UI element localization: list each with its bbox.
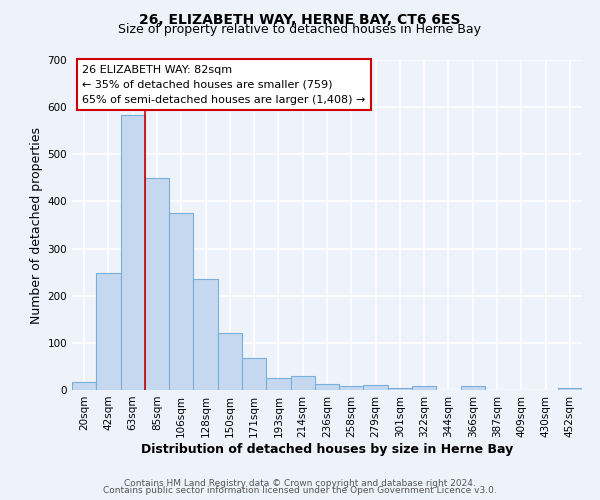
Text: Contains HM Land Registry data © Crown copyright and database right 2024.: Contains HM Land Registry data © Crown c… [124,478,476,488]
Bar [145,178,169,390]
Bar [218,334,242,390]
Bar [315,384,339,390]
Bar [388,388,412,390]
Bar [364,386,388,390]
Bar [242,358,266,390]
Bar [169,213,193,390]
Bar [461,386,485,390]
Bar [72,382,96,390]
Bar [193,279,218,390]
Text: Contains public sector information licensed under the Open Government Licence v3: Contains public sector information licen… [103,486,497,495]
Text: 26 ELIZABETH WAY: 82sqm
← 35% of detached houses are smaller (759)
65% of semi-d: 26 ELIZABETH WAY: 82sqm ← 35% of detache… [82,65,365,104]
Text: Size of property relative to detached houses in Herne Bay: Size of property relative to detached ho… [119,22,482,36]
Y-axis label: Number of detached properties: Number of detached properties [31,126,43,324]
X-axis label: Distribution of detached houses by size in Herne Bay: Distribution of detached houses by size … [141,442,513,456]
Text: 26, ELIZABETH WAY, HERNE BAY, CT6 6ES: 26, ELIZABETH WAY, HERNE BAY, CT6 6ES [139,12,461,26]
Bar [290,376,315,390]
Bar [121,115,145,390]
Bar [339,386,364,390]
Bar [266,378,290,390]
Bar [412,386,436,390]
Bar [558,388,582,390]
Bar [96,273,121,390]
